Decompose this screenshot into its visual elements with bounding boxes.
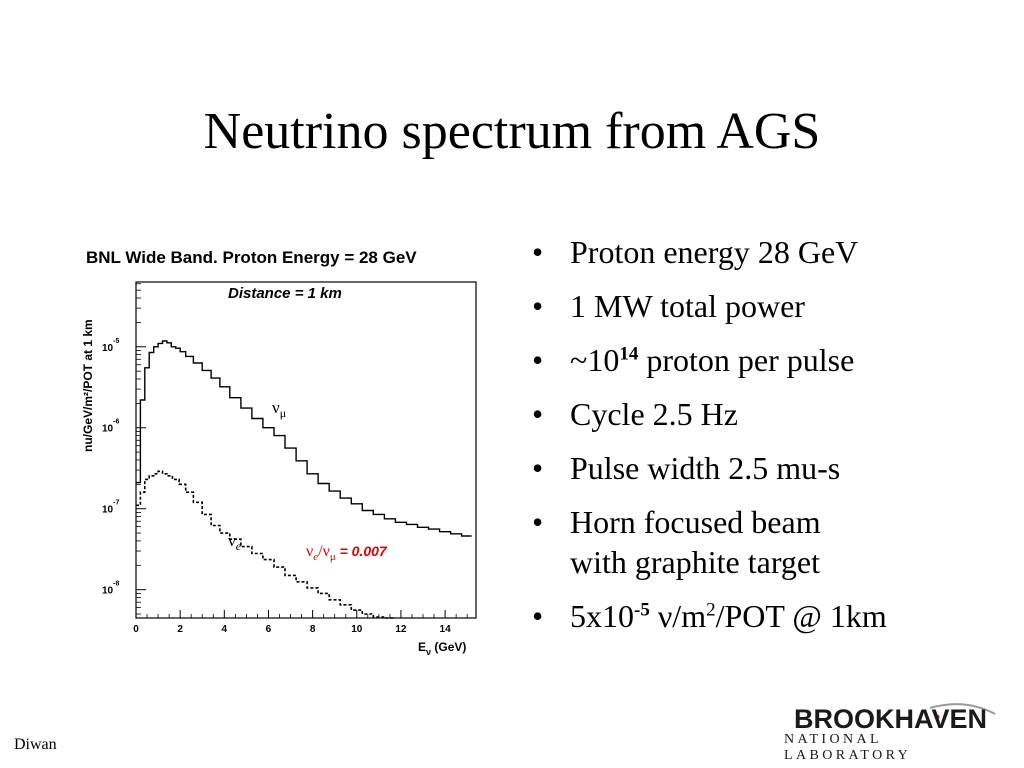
y-tick-labels: 10-5 10-6 10-7 10-8 — [102, 338, 119, 597]
x-tick-label: 0 — [133, 624, 139, 635]
neutrino-spectrum-chart: BNL Wide Band. Proton Energy = 28 GeV Di… — [81, 248, 477, 657]
chart-subtitle: Distance = 1 km — [228, 285, 342, 302]
ratio-annotation: νe/νμ = 0.007 — [306, 543, 388, 563]
bullet-item: • 5x10-5 ν/m2/POT @ 1km — [532, 598, 887, 634]
x-tick-labels: 0 2 4 6 8 10 12 14 — [133, 624, 451, 635]
slide-title: Neutrino spectrum from AGS — [203, 103, 821, 160]
nue-series-label: νe — [228, 531, 242, 553]
author-name: Diwan — [14, 736, 57, 753]
y-tick-label: 10-6 — [102, 419, 119, 435]
x-tick-label: 10 — [351, 624, 363, 635]
numu-spectrum-line — [136, 340, 472, 537]
x-tick-label: 2 — [177, 624, 183, 635]
y-axis-label: nu/GeV/m²/POT at 1 km — [81, 319, 95, 452]
bullet-item: • Horn focused beam with graphite target — [532, 504, 821, 580]
x-tick-label: 4 — [222, 624, 228, 635]
numu-series-label: νμ — [272, 398, 286, 420]
bullet-item: • Proton energy 28 GeV — [532, 234, 859, 270]
bullet-item: • Cycle 2.5 Hz — [532, 396, 738, 432]
brookhaven-logo: BROOKHAVEN NATIONAL LABORATORY — [780, 700, 1005, 763]
x-tick-label: 12 — [395, 624, 407, 635]
plot-frame — [135, 281, 477, 619]
x-axis-label: Eν (GeV) — [418, 640, 466, 657]
y-tick-label: 10-5 — [102, 338, 119, 354]
plot-area — [135, 281, 477, 619]
bullet-list: • Proton energy 28 GeV • 1 MW total power … — [530, 232, 1010, 650]
bullet-item: • ~1014 proton per pulse — [532, 342, 855, 378]
chart-title: BNL Wide Band. Proton Energy = 28 GeV — [86, 248, 417, 267]
y-tick-label: 10-8 — [102, 581, 119, 597]
bullet-item: • 1 MW total power — [532, 288, 805, 324]
nue-spectrum-line — [136, 470, 395, 619]
bullet-item: • Pulse width 2.5 mu-s — [532, 450, 841, 486]
y-tick-label: 10-7 — [102, 500, 119, 516]
logo-swoosh-icon — [929, 703, 996, 720]
logo-wordmark: BROOKHAVEN — [794, 704, 988, 734]
x-tick-label: 14 — [440, 624, 452, 635]
x-tick-label: 6 — [266, 624, 272, 635]
logo-subtitle: NATIONAL LABORATORY — [784, 732, 912, 763]
x-tick-label: 8 — [310, 624, 316, 635]
